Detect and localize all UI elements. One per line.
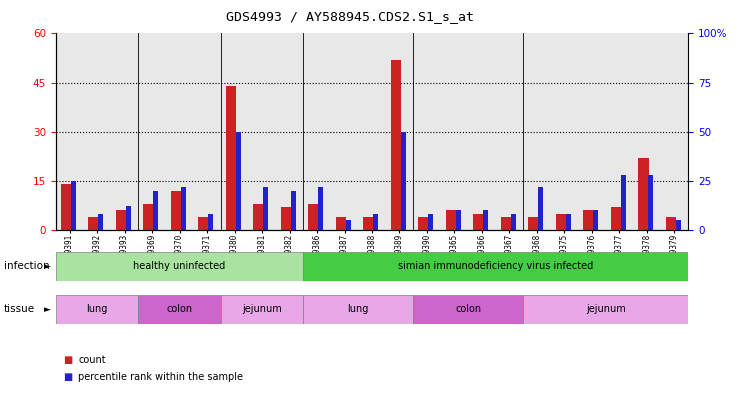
Text: jejunum: jejunum [242,305,282,314]
Bar [473,213,484,230]
Bar [56,295,138,324]
Text: colon: colon [455,305,481,314]
Bar [510,214,516,230]
Bar [225,86,236,230]
Bar [391,60,401,230]
Bar [523,295,688,324]
Bar [181,187,185,230]
Bar [483,210,488,230]
Bar [346,220,350,230]
Text: count: count [78,354,106,365]
Bar [144,204,154,230]
Bar [446,210,456,230]
Bar [71,181,76,230]
Bar [648,175,653,230]
Bar [291,191,295,230]
Bar [253,204,263,230]
Bar [56,252,304,281]
Text: infection: infection [4,261,49,271]
Bar [565,214,571,230]
Text: healthy uninfected: healthy uninfected [133,261,225,271]
Bar [538,187,543,230]
Bar [363,217,373,230]
Bar [221,295,304,324]
Bar [304,252,688,281]
Bar [455,210,461,230]
Bar [198,217,208,230]
Bar [418,217,429,230]
Bar [528,217,539,230]
Bar [676,220,681,230]
Text: lung: lung [86,305,108,314]
Text: jejunum: jejunum [586,305,626,314]
Text: simian immunodeficiency virus infected: simian immunodeficiency virus infected [398,261,594,271]
Bar [556,213,566,230]
Text: lung: lung [347,305,369,314]
Bar [666,217,676,230]
Bar [304,295,413,324]
Text: percentile rank within the sample: percentile rank within the sample [78,372,243,382]
Text: ■: ■ [63,372,72,382]
Text: ►: ► [44,262,51,271]
Bar [280,207,291,230]
Bar [318,187,323,230]
Bar [236,132,240,230]
Bar [263,187,268,230]
Bar [373,214,378,230]
Bar [98,214,103,230]
Bar [620,175,626,230]
Bar [170,191,182,230]
Bar [126,206,131,230]
Bar [308,204,318,230]
Text: tissue: tissue [4,305,35,314]
Bar [61,184,71,230]
Bar [208,214,213,230]
Bar [89,217,99,230]
Text: ►: ► [44,305,51,314]
Bar [116,210,126,230]
Bar [593,210,598,230]
Text: colon: colon [167,305,193,314]
Bar [413,295,523,324]
Bar [400,132,405,230]
Text: GDS4993 / AY588945.CDS2.S1_s_at: GDS4993 / AY588945.CDS2.S1_s_at [225,10,474,23]
Text: ■: ■ [63,354,72,365]
Bar [336,217,346,230]
Bar [138,295,221,324]
Bar [501,217,511,230]
Bar [611,207,621,230]
Bar [583,210,594,230]
Bar [638,158,649,230]
Bar [428,214,433,230]
Bar [153,191,158,230]
